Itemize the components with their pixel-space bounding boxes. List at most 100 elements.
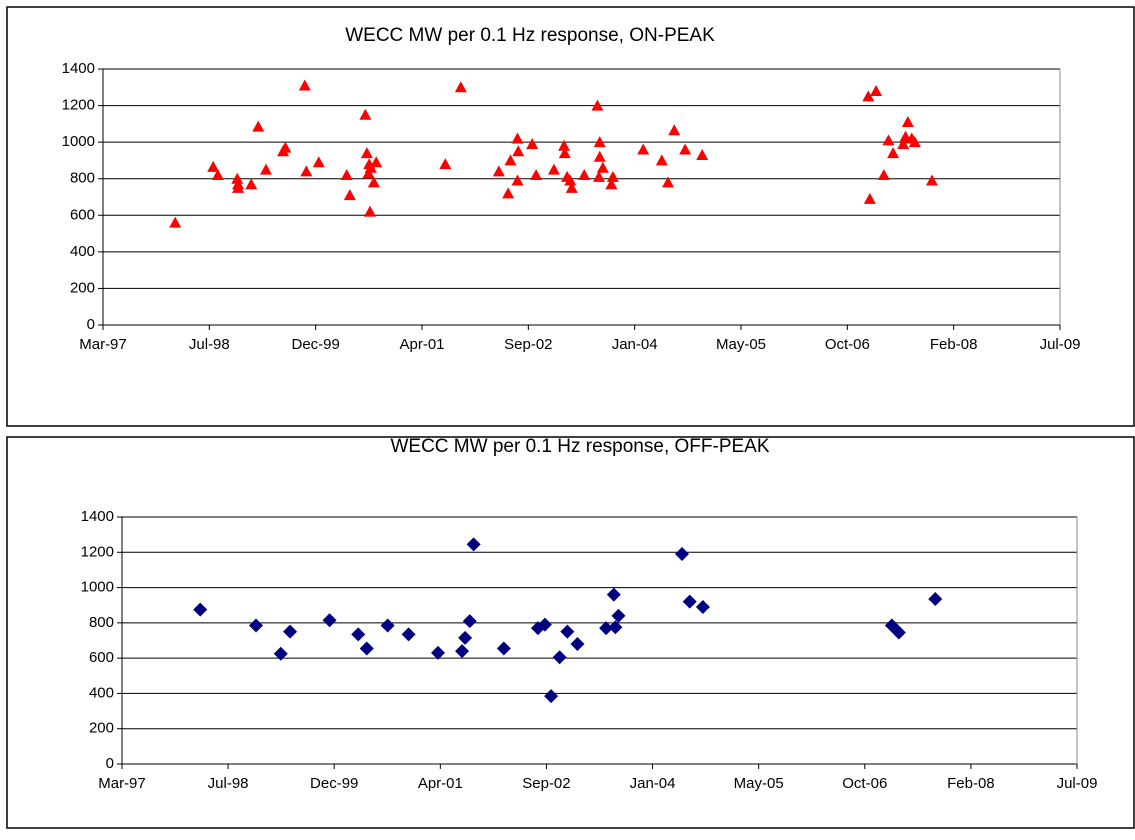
point (593, 136, 606, 148)
point (696, 148, 709, 160)
point (279, 141, 292, 153)
point (439, 158, 452, 170)
point (359, 108, 372, 120)
point (668, 124, 681, 136)
point (870, 84, 883, 96)
point (863, 192, 876, 204)
point (504, 154, 517, 166)
point (363, 205, 376, 217)
point (511, 174, 524, 186)
point (340, 169, 353, 181)
point (300, 165, 313, 177)
point (462, 614, 477, 629)
point (662, 176, 675, 188)
point (606, 587, 621, 602)
point (655, 154, 668, 166)
point (596, 161, 609, 173)
point (611, 608, 626, 623)
point (511, 132, 524, 144)
point (492, 165, 505, 177)
y-tick-label: 1200 (62, 97, 95, 114)
point (565, 181, 578, 193)
point (877, 169, 890, 181)
point (530, 169, 543, 181)
x-tick-label: Feb-08 (930, 336, 978, 353)
point (679, 143, 692, 155)
point (231, 172, 244, 184)
point (544, 689, 559, 704)
point (502, 187, 515, 199)
point (283, 624, 298, 639)
x-tick-label: Dec-99 (310, 775, 358, 792)
x-tick-label: Feb-08 (947, 775, 995, 792)
point (380, 618, 395, 633)
point (552, 650, 567, 665)
point (343, 189, 356, 201)
chart-frame (6, 436, 1135, 829)
point (608, 620, 623, 635)
point (537, 617, 552, 632)
point (252, 120, 265, 132)
y-tick-label: 200 (70, 279, 95, 296)
y-tick-label: 800 (70, 170, 95, 187)
point (496, 641, 511, 656)
point (884, 618, 899, 633)
chart-title: WECC MW per 0.1 Hz response, ON-PEAK (345, 25, 715, 46)
y-tick-label: 400 (89, 684, 114, 701)
point (591, 99, 604, 111)
point (897, 137, 910, 149)
point (887, 147, 900, 159)
chart-frame (6, 6, 1135, 427)
point (298, 79, 311, 91)
point (466, 537, 481, 552)
point (695, 599, 710, 614)
point (211, 169, 224, 181)
y-tick-label: 0 (87, 316, 95, 333)
y-tick-label: 200 (89, 720, 114, 737)
point (169, 216, 182, 228)
x-tick-label: Oct-06 (825, 336, 870, 353)
point (322, 613, 337, 628)
x-tick-label: Mar-97 (98, 775, 146, 792)
point (558, 147, 571, 159)
y-tick-label: 0 (106, 755, 114, 772)
x-tick-label: Oct-06 (842, 775, 887, 792)
x-tick-label: Jul-09 (1040, 336, 1081, 353)
x-tick-label: Jul-98 (208, 775, 249, 792)
point (259, 163, 272, 175)
y-tick-label: 1000 (62, 133, 95, 150)
point (359, 641, 374, 656)
point (593, 150, 606, 162)
point (606, 170, 619, 182)
x-tick-label: Apr-01 (399, 336, 444, 353)
point (560, 624, 575, 639)
y-tick-label: 800 (89, 614, 114, 631)
x-tick-label: Dec-99 (291, 336, 339, 353)
point (891, 625, 906, 640)
x-tick-label: May-05 (734, 775, 784, 792)
point (312, 156, 325, 168)
point (882, 134, 895, 146)
point (862, 90, 875, 102)
point (193, 602, 208, 617)
y-tick-label: 1400 (62, 60, 95, 77)
point (370, 156, 383, 168)
point (367, 176, 380, 188)
point (351, 627, 366, 642)
point (674, 547, 689, 562)
x-tick-label: Sep-02 (504, 336, 552, 353)
point (637, 143, 650, 155)
y-tick-label: 600 (70, 206, 95, 223)
point (605, 178, 618, 190)
y-tick-label: 1400 (81, 508, 114, 525)
point (570, 637, 585, 652)
point (564, 174, 577, 186)
y-tick-label: 1200 (81, 543, 114, 560)
y-tick-label: 400 (70, 243, 95, 260)
y-tick-label: 600 (89, 649, 114, 666)
point (207, 160, 220, 172)
x-tick-label: Jul-09 (1057, 775, 1098, 792)
point (547, 163, 560, 175)
point (599, 621, 614, 636)
